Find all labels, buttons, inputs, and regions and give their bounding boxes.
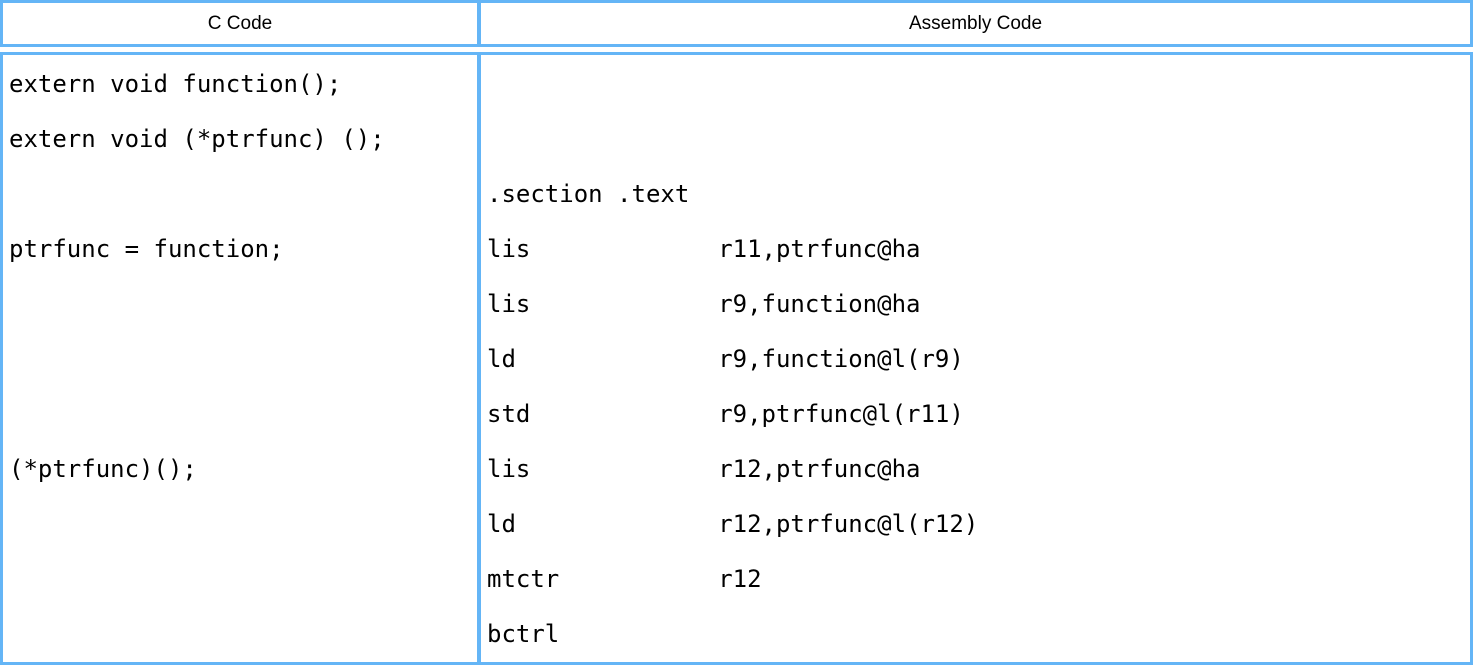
c-code-line xyxy=(9,607,477,662)
assembly-code-line: mtctr r12 xyxy=(487,565,762,593)
header-cell-c-code: C Code xyxy=(3,3,481,44)
assembly-code-line: bctrl xyxy=(487,620,560,648)
c-code-line xyxy=(9,497,477,552)
c-code-line xyxy=(9,332,477,387)
table-body: extern void function(); extern void (*pt… xyxy=(0,52,1473,665)
c-code-line xyxy=(9,552,477,607)
c-code-column-title: C Code xyxy=(207,13,273,34)
assembly-code-column: .section .text lis r11,ptrfunc@ha lis r9… xyxy=(481,55,1470,662)
c-code-line xyxy=(9,277,477,332)
c-code-line xyxy=(9,387,477,442)
header-cell-assembly-code: Assembly Code xyxy=(481,3,1470,44)
assembly-code-line: std r9,ptrfunc@l(r11) xyxy=(487,400,964,428)
assembly-code-column-title: Assembly Code xyxy=(908,13,1043,34)
c-code-column: extern void function(); extern void (*pt… xyxy=(3,55,481,662)
assembly-code-line: lis r12,ptrfunc@ha xyxy=(487,455,921,483)
assembly-code-line: lis r11,ptrfunc@ha xyxy=(487,235,921,263)
c-code-line: (*ptrfunc)(); xyxy=(9,455,197,483)
assembly-code-line xyxy=(487,112,1470,167)
c-code-line: extern void (*ptrfunc) (); xyxy=(9,125,385,153)
assembly-code-line xyxy=(487,57,1470,112)
assembly-code-line: ld r9,function@l(r9) xyxy=(487,345,964,373)
c-code-line: ptrfunc = function; xyxy=(9,235,284,263)
assembly-code-line: ld r12,ptrfunc@l(r12) xyxy=(487,510,979,538)
assembly-code-line: lis r9,function@ha xyxy=(487,290,921,318)
c-code-line xyxy=(9,167,477,222)
assembly-code-line: .section .text xyxy=(487,180,690,208)
c-code-line: extern void function(); xyxy=(9,70,342,98)
table-header-row: C Code Assembly Code xyxy=(0,0,1473,47)
